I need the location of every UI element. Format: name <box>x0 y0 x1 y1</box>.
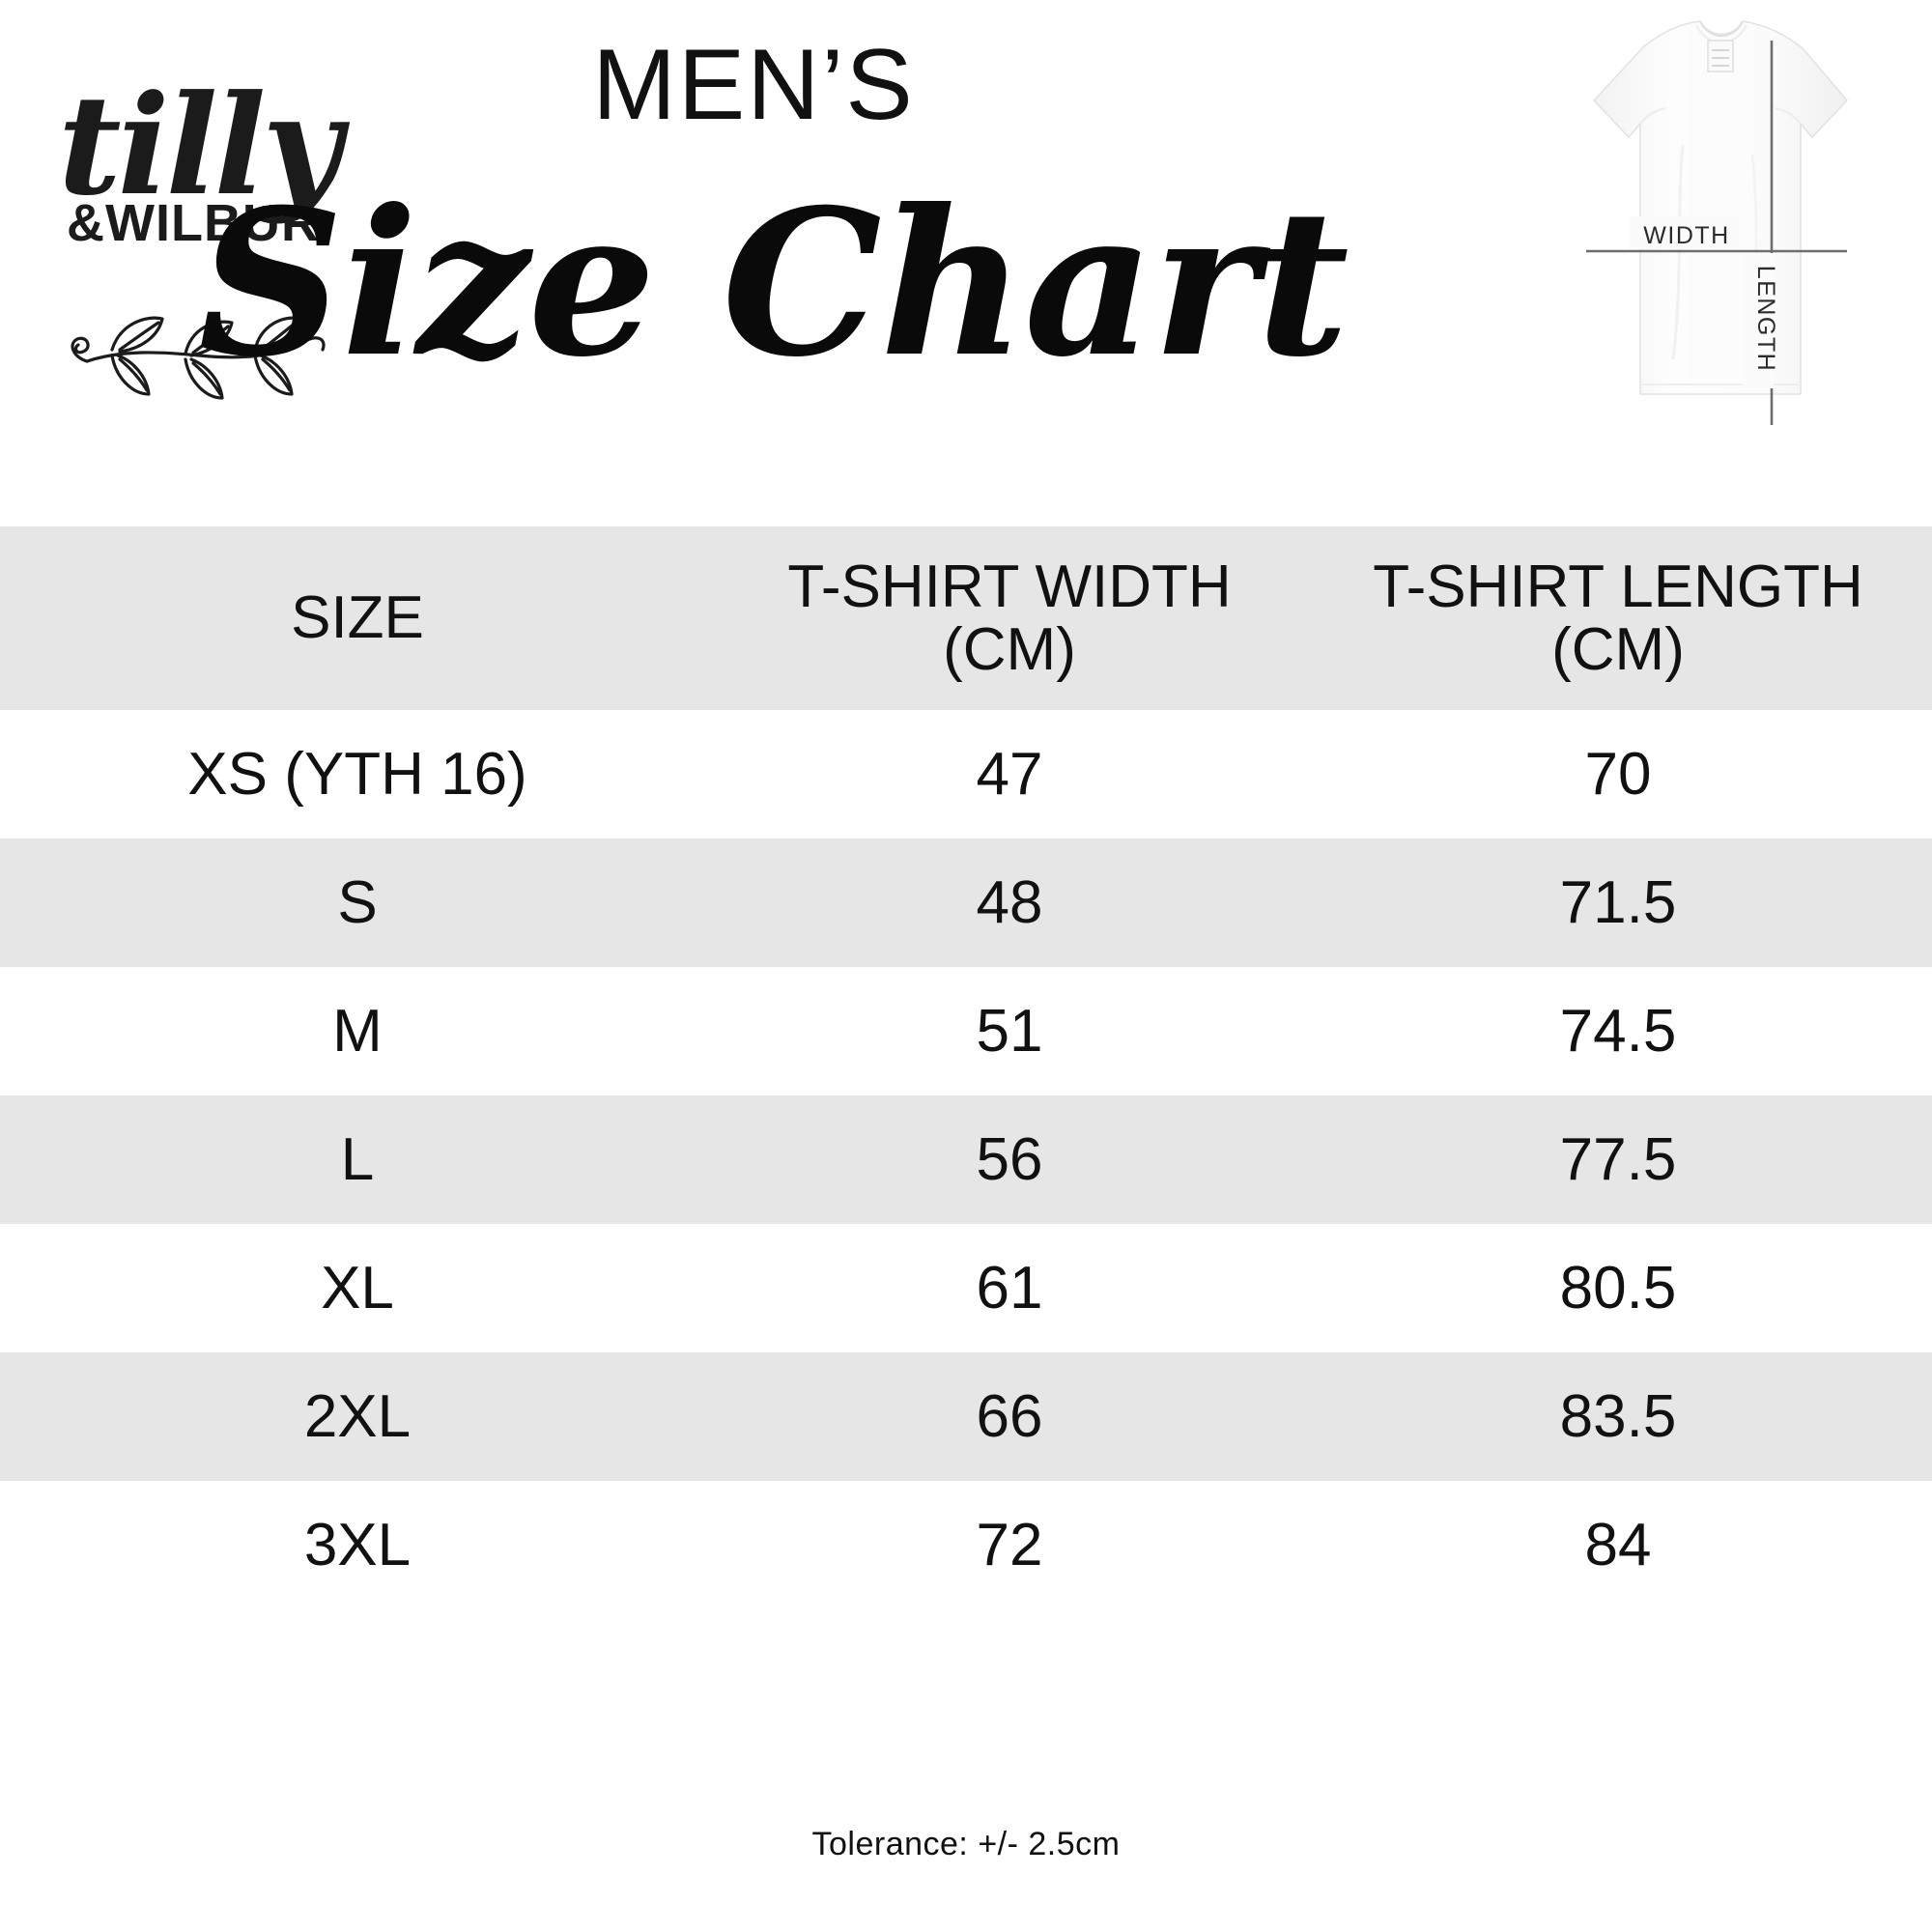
width-label: WIDTH <box>1643 222 1729 249</box>
cell-length: 70 <box>1584 740 1652 808</box>
page-title: Size Chart <box>198 166 1349 402</box>
column-header-size: SIZE <box>291 584 424 652</box>
cell-length: 83.5 <box>1559 1382 1677 1450</box>
cell-size: 2XL <box>303 1382 412 1450</box>
cell-size: XS (YTH 16) <box>187 740 527 808</box>
cell-size: S <box>337 868 378 936</box>
column-header-length: T-SHIRT LENGTH (CM) <box>1373 553 1863 683</box>
cell-length: 71.5 <box>1559 868 1677 936</box>
cell-length: 84 <box>1584 1511 1652 1578</box>
cell-width: 48 <box>976 868 1043 936</box>
brand-name: tilly <box>58 66 342 226</box>
length-label: LENGTH <box>1752 266 1779 372</box>
cell-length: 77.5 <box>1559 1125 1677 1193</box>
chart-header: tilly &WILBUR <box>0 0 1932 526</box>
column-header-width: T-SHIRT WIDTH (CM) <box>787 553 1232 683</box>
cell-width: 66 <box>976 1382 1043 1450</box>
tshirt-illustration-icon: WIDTH LENGTH <box>1586 20 1849 425</box>
cell-size: L <box>340 1125 375 1193</box>
table-row: XL 61 80.5 <box>0 1224 1932 1352</box>
cell-width: 51 <box>976 997 1043 1065</box>
table-row: 3XL 72 84 <box>0 1481 1932 1609</box>
cell-width: 47 <box>976 740 1043 808</box>
size-chart-table: SIZE T-SHIRT WIDTH (CM) T-SHIRT LENGTH (… <box>0 526 1932 1609</box>
chart-eyebrow-title: MEN’S <box>592 29 915 141</box>
cell-size: XL <box>321 1254 394 1321</box>
tshirt-diagram: WIDTH LENGTH <box>1493 0 1932 425</box>
tolerance-note: Tolerance: +/- 2.5cm <box>811 1826 1121 1862</box>
cell-length: 74.5 <box>1559 997 1677 1065</box>
table-row: M 51 74.5 <box>0 967 1932 1095</box>
cell-size: M <box>332 997 383 1065</box>
cell-width: 72 <box>976 1511 1043 1578</box>
leaf-branch-icon <box>71 316 326 400</box>
table-header-row: SIZE T-SHIRT WIDTH (CM) T-SHIRT LENGTH (… <box>0 526 1932 710</box>
table-header: SIZE T-SHIRT WIDTH (CM) T-SHIRT LENGTH (… <box>0 526 1932 710</box>
table-body: XS (YTH 16) 47 70 S 48 71.5 M 51 74.5 L … <box>0 710 1932 1609</box>
table-row: S 48 71.5 <box>0 838 1932 967</box>
table-row: L 56 77.5 <box>0 1095 1932 1224</box>
cell-size: 3XL <box>303 1511 412 1578</box>
brand-subname: &WILBUR <box>67 194 320 252</box>
brand-logo: tilly &WILBUR <box>39 66 348 400</box>
cell-length: 80.5 <box>1559 1254 1677 1321</box>
table-row: 2XL 66 83.5 <box>0 1352 1932 1481</box>
cell-width: 56 <box>976 1125 1043 1193</box>
cell-width: 61 <box>976 1254 1043 1321</box>
table-row: XS (YTH 16) 47 70 <box>0 710 1932 838</box>
